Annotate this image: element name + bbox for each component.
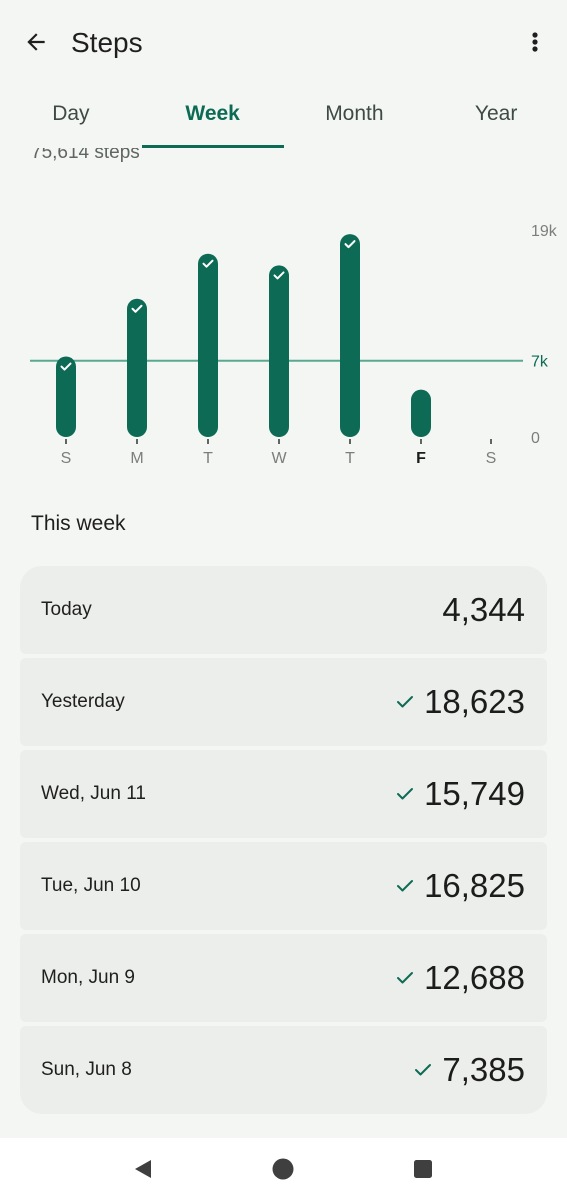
goal-check-icon [202, 259, 214, 268]
goal-check-icon [394, 967, 416, 989]
app-bar: Steps [0, 0, 567, 86]
nav-back-icon [135, 1160, 151, 1178]
x-tick-label: T [203, 450, 213, 467]
row-step-count: 4,344 [442, 591, 525, 628]
tab-label: Week [185, 102, 240, 125]
chart-bar[interactable] [127, 298, 147, 437]
x-tick-label: F [416, 450, 426, 467]
chart-bar[interactable] [269, 265, 289, 437]
arrow-back-icon [27, 33, 45, 51]
goal-check-icon [273, 271, 285, 280]
nav-back-button[interactable] [128, 1154, 158, 1184]
tab-indicator [141, 145, 284, 148]
x-tick-label: S [486, 450, 497, 467]
row-step-count: 15,749 [424, 775, 525, 812]
row-step-count: 18,623 [424, 683, 525, 720]
row-date-label: Mon, Jun 9 [41, 967, 135, 988]
weekly-steps-chart: 19k 7k 0 S M T W T F S [30, 223, 558, 467]
y-tick-label: 0 [531, 430, 540, 447]
nav-recents-icon [414, 1160, 432, 1178]
row-date-label: Today [41, 599, 92, 620]
row-value-group: 16,825 [394, 867, 525, 905]
row-value-group: 4,344 [442, 591, 525, 629]
period-tabs: Day Week Month Year [0, 86, 567, 148]
row-value-group: 15,749 [394, 775, 525, 813]
goal-check-icon [394, 691, 416, 713]
section-title: This week [31, 512, 126, 535]
list-item[interactable]: Tue, Jun 10 16,825 [20, 842, 547, 930]
row-date-label: Sun, Jun 8 [41, 1059, 132, 1080]
row-value-group: 7,385 [412, 1051, 525, 1089]
chart-bar[interactable] [56, 356, 76, 437]
row-date-label: Tue, Jun 10 [41, 875, 141, 896]
x-tick-label: S [61, 450, 72, 467]
tab-month[interactable]: Month [284, 86, 426, 148]
row-date-label: Yesterday [41, 691, 125, 712]
row-step-count: 7,385 [442, 1051, 525, 1088]
row-step-count: 12,688 [424, 959, 525, 996]
list-item[interactable]: Yesterday 18,623 [20, 658, 547, 746]
goal-check-icon [412, 1059, 434, 1081]
list-item[interactable]: Mon, Jun 9 12,688 [20, 934, 547, 1022]
goal-check-icon [344, 240, 356, 249]
y-tick-label: 19k [531, 223, 558, 240]
tab-day[interactable]: Day [0, 86, 142, 148]
more-options-button[interactable] [521, 24, 549, 60]
weekly-total-text: 75,614 steps [0, 148, 567, 178]
row-step-count: 16,825 [424, 867, 525, 904]
system-nav-bar [0, 1138, 567, 1200]
nav-home-icon [272, 1158, 294, 1180]
tab-year[interactable]: Year [425, 86, 567, 148]
x-tick-label: M [130, 450, 143, 467]
tab-label: Year [474, 102, 518, 125]
nav-home-button[interactable] [268, 1154, 298, 1184]
goal-check-icon [131, 304, 143, 313]
x-tick-label: T [345, 450, 355, 467]
goal-check-icon [60, 362, 72, 371]
page-title: Steps [71, 27, 143, 58]
list-item[interactable]: Today 4,344 [20, 566, 547, 654]
row-value-group: 18,623 [394, 683, 525, 721]
row-value-group: 12,688 [394, 959, 525, 997]
x-tick-label: W [271, 450, 287, 467]
goal-check-icon [394, 783, 416, 805]
row-date-label: Wed, Jun 11 [41, 783, 146, 804]
tab-week[interactable]: Week [141, 86, 284, 148]
nav-recents-button[interactable] [408, 1154, 438, 1184]
tab-label: Month [325, 102, 384, 125]
y-tick-label: 7k [531, 354, 549, 371]
weekly-total-label: 75,614 steps [31, 148, 140, 163]
goal-check-icon [394, 875, 416, 897]
chart-bar[interactable] [198, 253, 218, 437]
more-vert-icon [532, 32, 538, 52]
list-item[interactable]: Sun, Jun 8 7,385 [20, 1026, 547, 1114]
back-button[interactable] [18, 24, 54, 60]
chart-bar[interactable] [411, 389, 431, 437]
tab-label: Day [52, 102, 90, 125]
week-list: Today 4,344 Yesterday 18,623 Wed, Jun 11 15,7… [20, 566, 547, 1114]
chart-bar[interactable] [340, 234, 360, 437]
list-item[interactable]: Wed, Jun 11 15,749 [20, 750, 547, 838]
